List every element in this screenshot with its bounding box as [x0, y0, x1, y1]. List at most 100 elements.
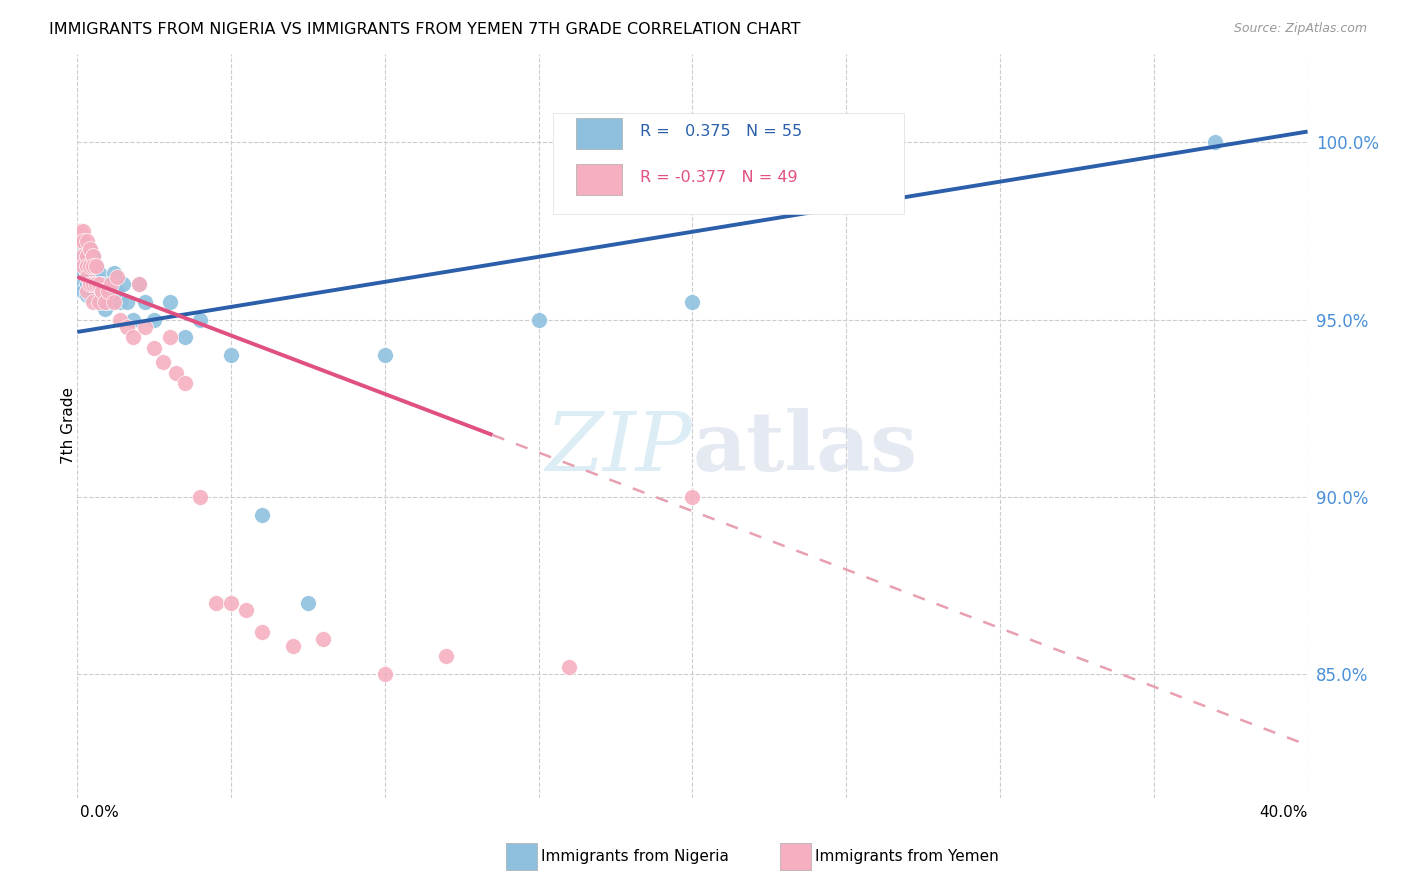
Point	[87, 284, 110, 298]
Point	[87, 277, 110, 291]
Point	[82, 269, 104, 284]
Point	[134, 294, 156, 309]
Point	[527, 312, 550, 326]
Point	[76, 287, 98, 301]
Point	[72, 267, 94, 281]
Point	[90, 284, 114, 298]
Point	[87, 294, 110, 309]
Point	[72, 277, 94, 291]
Point	[79, 277, 101, 291]
Point	[219, 348, 242, 362]
Point	[115, 294, 138, 309]
Point	[281, 639, 304, 653]
Bar	[575, 118, 623, 149]
Point	[94, 301, 117, 316]
Point	[76, 269, 98, 284]
Point	[82, 284, 104, 298]
Point	[76, 277, 98, 291]
Point	[128, 277, 150, 291]
Point	[159, 330, 181, 344]
Point	[79, 242, 101, 256]
Point	[204, 596, 226, 610]
Text: atlas: atlas	[693, 409, 918, 488]
Point	[79, 252, 101, 267]
Point	[76, 284, 98, 298]
Point	[682, 294, 704, 309]
Point	[84, 277, 107, 291]
Point	[97, 284, 120, 298]
Point	[76, 267, 98, 281]
Point	[374, 667, 396, 681]
Point	[121, 330, 143, 344]
Point	[82, 249, 104, 263]
Point	[76, 249, 98, 263]
Point	[84, 260, 107, 274]
Point	[97, 277, 120, 291]
Point	[143, 341, 166, 355]
Point	[79, 267, 101, 281]
Point	[72, 235, 94, 249]
Point	[165, 366, 187, 380]
Point	[84, 284, 107, 298]
Point	[100, 284, 122, 298]
Point	[312, 632, 335, 646]
Point	[250, 624, 273, 639]
Point	[84, 260, 107, 274]
Point	[682, 490, 704, 504]
Point	[76, 260, 98, 274]
Point	[94, 284, 117, 298]
Text: Immigrants from Yemen: Immigrants from Yemen	[815, 849, 1000, 863]
Point	[436, 649, 458, 664]
Point	[188, 490, 212, 504]
Point	[110, 312, 132, 326]
Point	[90, 277, 114, 291]
Point	[76, 235, 98, 249]
Point	[82, 260, 104, 274]
Point	[69, 224, 91, 238]
Point	[143, 312, 166, 326]
Text: ZIP: ZIP	[546, 409, 693, 488]
Point	[159, 294, 181, 309]
Point	[72, 249, 94, 263]
Point	[188, 312, 212, 326]
Point	[1204, 135, 1226, 149]
Point	[76, 249, 98, 263]
Text: Source: ZipAtlas.com: Source: ZipAtlas.com	[1233, 22, 1367, 36]
Point	[100, 277, 122, 291]
Point	[152, 355, 174, 369]
Point	[174, 376, 197, 391]
Point	[90, 294, 114, 309]
Point	[76, 260, 98, 274]
Point	[79, 287, 101, 301]
Text: R = -0.377   N = 49: R = -0.377 N = 49	[640, 170, 797, 186]
Point	[105, 284, 128, 298]
Point	[82, 249, 104, 263]
Point	[105, 269, 128, 284]
Bar	[575, 164, 623, 195]
Text: IMMIGRANTS FROM NIGERIA VS IMMIGRANTS FROM YEMEN 7TH GRADE CORRELATION CHART: IMMIGRANTS FROM NIGERIA VS IMMIGRANTS FR…	[49, 22, 800, 37]
Point	[87, 267, 110, 281]
Point	[121, 312, 143, 326]
Point	[115, 319, 138, 334]
Point	[79, 277, 101, 291]
Point	[69, 235, 91, 249]
Text: 0.0%: 0.0%	[80, 805, 120, 820]
Point	[72, 235, 94, 249]
Point	[84, 269, 107, 284]
Point	[72, 224, 94, 238]
Point	[72, 284, 94, 298]
Point	[219, 596, 242, 610]
Point	[112, 277, 135, 291]
Point	[82, 277, 104, 291]
Y-axis label: 7th Grade: 7th Grade	[62, 387, 76, 465]
Point	[110, 294, 132, 309]
Point	[76, 242, 98, 256]
Point	[250, 508, 273, 522]
Point	[82, 294, 104, 309]
Point	[134, 319, 156, 334]
Point	[97, 294, 120, 309]
Point	[103, 294, 125, 309]
Point	[79, 242, 101, 256]
Point	[374, 348, 396, 362]
Point	[69, 249, 91, 263]
